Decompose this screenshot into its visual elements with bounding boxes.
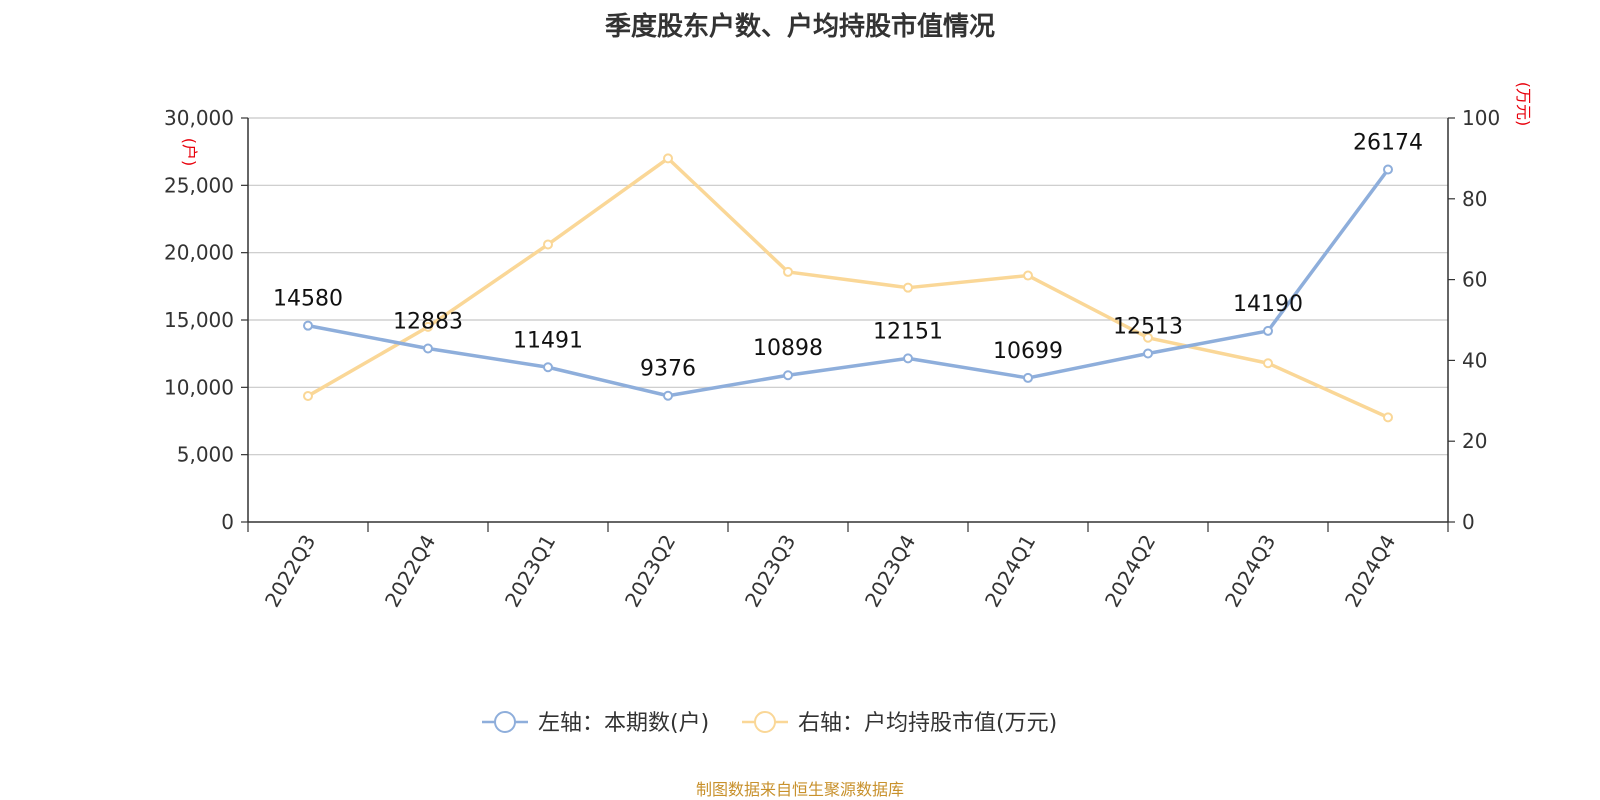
data-point-holders	[903, 353, 913, 364]
data-point-holders	[423, 343, 433, 354]
legend-marker	[754, 711, 776, 733]
data-label: 26174	[1353, 131, 1423, 156]
data-label: 14580	[273, 287, 343, 312]
legend-marker	[494, 711, 516, 733]
right-axis-tick-label: 100	[1462, 106, 1500, 130]
data-label: 12883	[393, 310, 463, 335]
grid-lines	[248, 117, 1448, 456]
right-axis-unit: (万元)	[1514, 82, 1533, 127]
data-point-holders	[1023, 372, 1033, 383]
legend-item-avg-value[interactable]: 右轴：户均持股市值(万元)	[742, 711, 1057, 736]
left-axis-tick-label: 20,000	[164, 241, 234, 265]
source-note: 制图数据来自恒生聚源数据库	[695, 780, 904, 799]
data-point-holders	[1143, 348, 1153, 359]
left-axis-tick-label: 25,000	[164, 173, 234, 197]
legend[interactable]: 左轴：本期数(户) 右轴：户均持股市值(万元)	[482, 711, 1057, 736]
x-axis-tick-label: 2022Q4	[380, 531, 440, 612]
left-axis-tick-label: 15,000	[164, 308, 234, 332]
data-point-avg-value	[423, 321, 433, 332]
left-axis-tick-label: 30,000	[164, 106, 234, 130]
data-label: 14190	[1233, 292, 1303, 317]
data-point-holders	[1383, 164, 1393, 175]
data-label: 11491	[513, 328, 583, 353]
right-axis-tick-label: 80	[1462, 187, 1487, 211]
data-point-holders	[783, 370, 793, 381]
data-point-holders	[303, 320, 313, 331]
data-label: 12513	[1113, 314, 1183, 339]
x-axis-tick-label: 2024Q2	[1100, 531, 1160, 612]
data-label: 9376	[640, 357, 696, 382]
right-axis-tick-label: 60	[1462, 268, 1487, 292]
data-point-avg-value	[543, 239, 553, 250]
data-label: 10699	[993, 339, 1063, 364]
x-axis-tick-label: 2024Q4	[1340, 531, 1400, 612]
legend-label: 右轴：户均持股市值(万元)	[798, 711, 1057, 736]
data-point-avg-value	[1143, 332, 1153, 343]
series-line-avg-value	[307, 156, 1389, 419]
series-layer	[303, 153, 1393, 423]
x-axis-tick-label: 2024Q3	[1220, 531, 1280, 612]
left-axis-tick-label: 0	[221, 510, 234, 534]
left-axis-unit: (户)	[180, 138, 199, 167]
x-axis-tick-label: 2023Q2	[620, 531, 680, 612]
data-point-avg-value	[783, 266, 793, 277]
data-point-avg-value	[1263, 358, 1273, 369]
left-axis-tick-label: 5,000	[177, 443, 234, 467]
data-point-avg-value	[663, 153, 673, 164]
axes: 0 5,000 10,000 15,000 20,000 25,000 30,000 0 20 4…	[164, 82, 1533, 611]
right-axis-tick-label: 20	[1462, 429, 1487, 453]
legend-item-holders[interactable]: 左轴：本期数(户)	[482, 711, 709, 736]
x-axis-tick-label: 2023Q4	[860, 531, 920, 612]
x-axis-tick-label: 2023Q1	[500, 531, 560, 612]
x-axis-tick-label: 2024Q1	[980, 531, 1040, 612]
legend-label: 左轴：本期数(户)	[538, 711, 709, 736]
right-axis-tick-label: 40	[1462, 348, 1487, 372]
chart-title: 季度股东户数、户均持股市值情况	[604, 12, 995, 42]
series-line-holders	[307, 168, 1390, 398]
left-axis-tick-label: 10,000	[164, 375, 234, 399]
x-axis-tick-label: 2023Q3	[740, 531, 800, 612]
data-labels: 14580 12883 11491 9376 10898 12151 10699 12513 1…	[273, 131, 1423, 382]
right-axis-tick-label: 0	[1462, 510, 1475, 534]
data-point-holders	[663, 390, 673, 401]
data-point-avg-value	[1023, 270, 1033, 281]
data-point-avg-value	[303, 390, 313, 401]
x-axis-tick-label: 2022Q3	[260, 531, 320, 612]
data-point-avg-value	[1383, 412, 1393, 423]
data-point-avg-value	[903, 282, 913, 293]
data-label: 12151	[873, 319, 943, 344]
data-point-holders	[1263, 325, 1273, 336]
data-label: 10898	[753, 336, 823, 361]
data-point-holders	[543, 362, 553, 373]
